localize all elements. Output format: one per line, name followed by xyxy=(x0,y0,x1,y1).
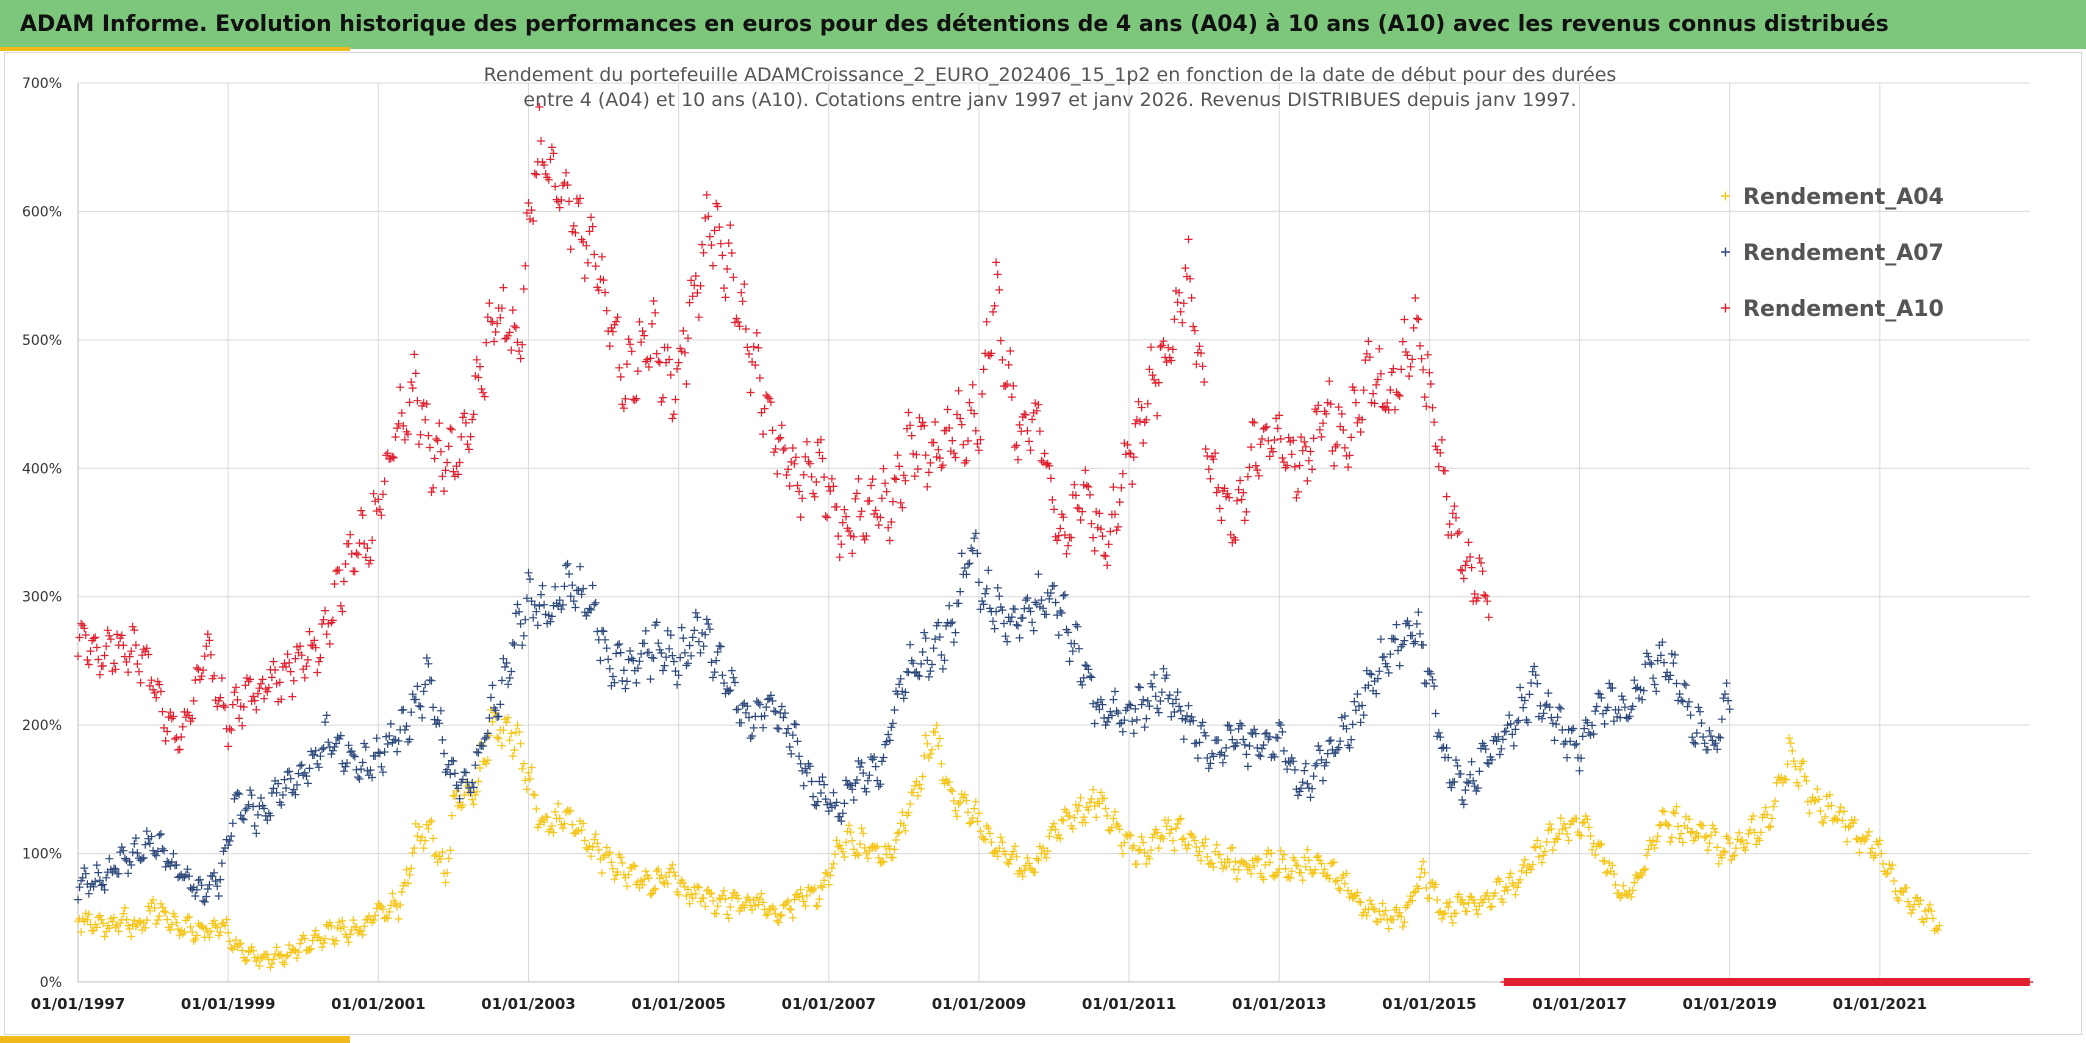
series-Rendement_A04 xyxy=(74,705,1944,972)
x-tick-label: 01/01/2007 xyxy=(782,995,876,1013)
grid-layer xyxy=(77,82,2030,983)
series-layer xyxy=(74,103,2034,986)
x-tick-label: 01/01/2001 xyxy=(331,995,425,1013)
legend-marker xyxy=(1721,191,1730,201)
x-tick-label: 01/01/2003 xyxy=(481,995,575,1013)
y-tick-label: 0% xyxy=(40,975,62,991)
legend-marker xyxy=(1721,303,1730,313)
legend-label: Rendement_A07 xyxy=(1743,241,1944,266)
x-tick-label: 01/01/2017 xyxy=(1532,995,1626,1013)
series-Rendement_A07 xyxy=(74,529,1734,906)
y-tick-label: 600% xyxy=(22,204,62,220)
chart-frame xyxy=(4,52,2082,1035)
zero-marker-band xyxy=(1500,978,2034,986)
legend-label: Rendement_A10 xyxy=(1743,297,1944,322)
axis-layer: 0% 100% 200% 300% 400% 500% 600% 700% 01/01/1997… xyxy=(22,76,2030,1013)
series-markers-Rendement_A07 xyxy=(74,529,1734,906)
y-tick-label: 700% xyxy=(22,76,62,92)
x-tick-label: 01/01/1997 xyxy=(31,995,125,1013)
x-tick-label: 01/01/1999 xyxy=(181,995,275,1013)
chart-title-line-2: entre 4 (A04) et 10 ans (A10). Cotations… xyxy=(523,89,1576,111)
series-markers-Rendement_A10 xyxy=(74,103,1493,754)
banner: ADAM Informe. Evolution historique des p… xyxy=(0,0,2086,49)
legend-item-Rendement_A07: Rendement_A07 xyxy=(1721,241,1944,266)
x-tick-label: 01/01/2011 xyxy=(1082,995,1176,1013)
y-tick-label: 400% xyxy=(22,461,62,477)
banner-title: ADAM Informe. Evolution historique des p… xyxy=(20,12,1889,37)
legend-label: Rendement_A04 xyxy=(1743,185,1944,210)
accent-line-top xyxy=(0,47,350,51)
accent-line-bottom xyxy=(0,1036,350,1043)
series-markers-Rendement_A04 xyxy=(74,705,1944,972)
y-tick-label: 200% xyxy=(22,718,62,734)
x-tick-label: 01/01/2019 xyxy=(1682,995,1776,1013)
x-tick-label: 01/01/2009 xyxy=(932,995,1026,1013)
legend-item-Rendement_A10: Rendement_A10 xyxy=(1721,297,1944,322)
y-tick-label: 100% xyxy=(22,847,62,863)
y-tick-label: 500% xyxy=(22,333,62,349)
chart-title-line-1: Rendement du portefeuille ADAMCroissance… xyxy=(484,64,1617,86)
legend-marker xyxy=(1721,247,1730,257)
x-tick-label: 01/01/2005 xyxy=(631,995,725,1013)
legend-item-Rendement_A04: Rendement_A04 xyxy=(1721,185,1944,210)
x-tick-label: 01/01/2021 xyxy=(1833,995,1927,1013)
legend: Rendement_A04 Rendement_A07 Rendement_A10 xyxy=(1721,185,1944,322)
x-tick-label: 01/01/2015 xyxy=(1382,995,1476,1013)
x-tick-label: 01/01/2013 xyxy=(1232,995,1326,1013)
series-Rendement_A10 xyxy=(74,103,1493,754)
y-tick-label: 300% xyxy=(22,590,62,606)
